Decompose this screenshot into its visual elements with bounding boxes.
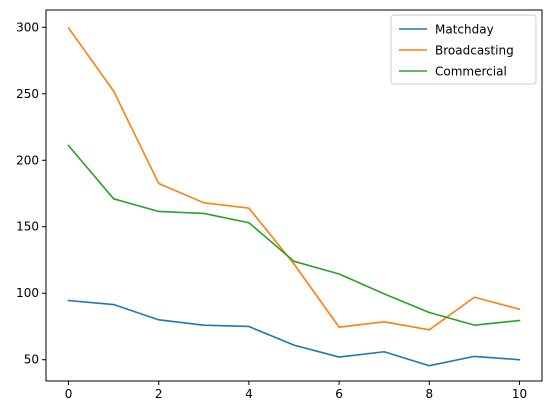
series-layer xyxy=(67,26,521,367)
x-tick-label: 4 xyxy=(245,387,253,401)
legend-label-matchday: Matchday xyxy=(435,23,494,37)
y-axis: 50 100 150 200 250 300 xyxy=(16,20,46,367)
legend-label-broadcasting: Broadcasting xyxy=(435,44,514,58)
y-tick-label: 250 xyxy=(16,87,39,101)
series-line-commercial xyxy=(67,144,521,326)
y-tick-label: 150 xyxy=(16,220,39,234)
x-tick-label: 10 xyxy=(512,387,527,401)
series-line-matchday xyxy=(67,299,521,367)
x-axis: 0 2 4 6 8 10 xyxy=(65,381,527,401)
series-line-broadcasting xyxy=(67,26,521,331)
y-tick-label: 200 xyxy=(16,153,39,167)
x-tick-label: 2 xyxy=(155,387,163,401)
y-tick-label: 50 xyxy=(24,353,39,367)
legend-label-commercial: Commercial xyxy=(435,65,507,79)
plot-frame xyxy=(45,9,543,382)
x-tick-label: 8 xyxy=(425,387,433,401)
x-tick-label: 6 xyxy=(335,387,343,401)
legend-box xyxy=(390,14,537,85)
y-tick-label: 300 xyxy=(16,20,39,34)
legend: Matchday Broadcasting Commercial xyxy=(390,14,537,85)
y-tick-label: 100 xyxy=(16,286,39,300)
x-tick-label: 0 xyxy=(65,387,73,401)
